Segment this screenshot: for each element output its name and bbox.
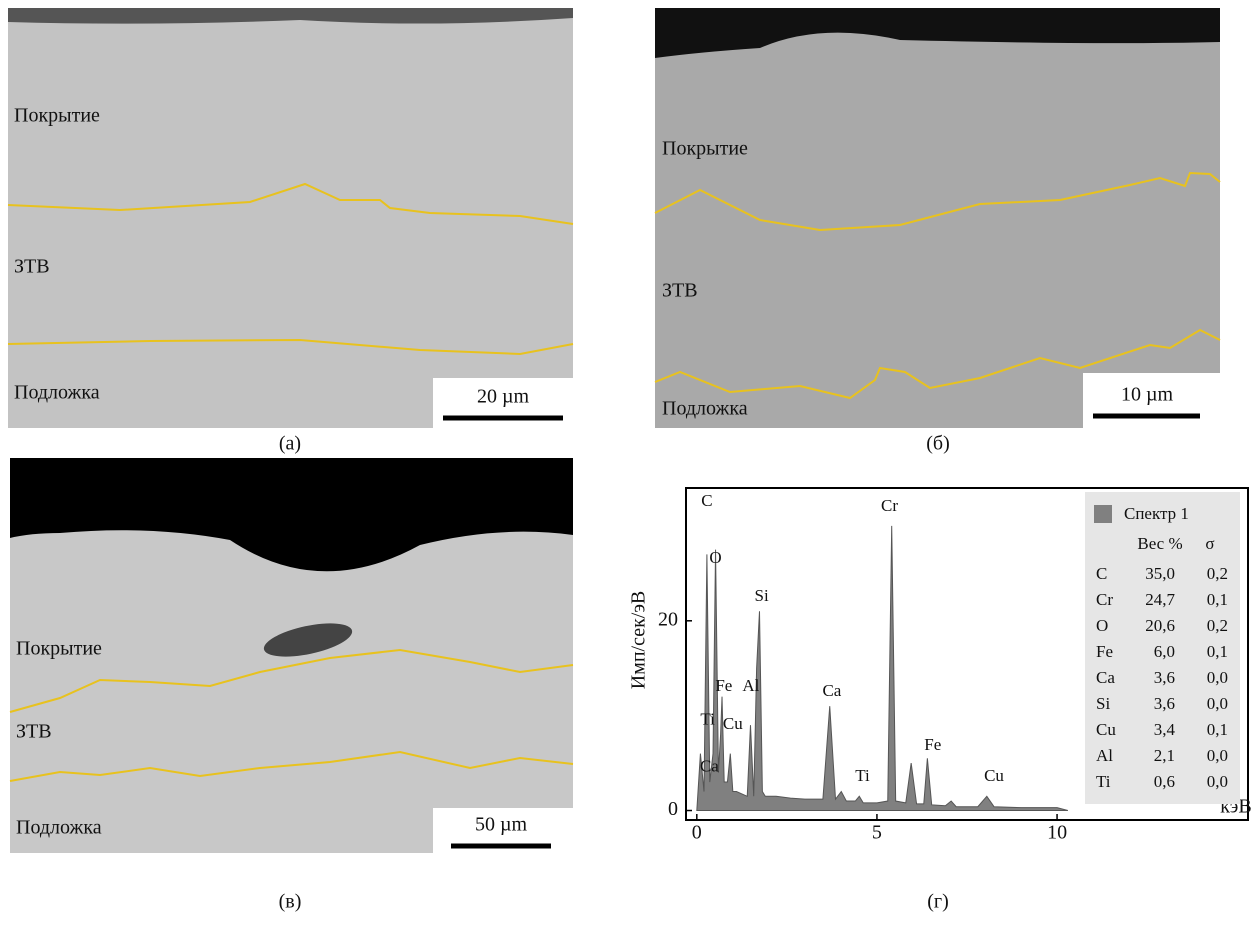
table-cell: 0,1 <box>1207 590 1228 609</box>
figure: Покрытие ЗТВ Подложка 20 µm (а) Покрытие… <box>0 0 1256 926</box>
table-header: Вес % <box>1137 534 1182 553</box>
layer-label: ЗТВ <box>16 721 52 743</box>
table-cell: 6,0 <box>1154 642 1175 661</box>
peak-label: Fe <box>924 735 941 754</box>
peak-label: C <box>701 491 712 510</box>
legend-entry: Спектр 1 <box>1124 504 1189 523</box>
table-cell: 3,6 <box>1154 694 1175 713</box>
panel-label: (б) <box>926 433 950 455</box>
x-tick-label: 0 <box>692 822 702 844</box>
spectrum-area <box>697 526 1068 811</box>
table-cell: 0,0 <box>1207 694 1228 713</box>
table-cell: 0,6 <box>1154 772 1175 791</box>
layer-label: Подложка <box>16 817 102 839</box>
x-tick-label: 5 <box>872 822 882 844</box>
table-cell: Al <box>1096 746 1113 765</box>
y-tick-label: 20 <box>658 608 678 630</box>
peak-label: Cu <box>984 766 1004 785</box>
table-cell: Si <box>1096 694 1110 713</box>
scale-bar-label: 10 µm <box>1121 384 1174 406</box>
table-cell: Cu <box>1096 720 1116 739</box>
micrograph-c: Покрытие ЗТВ Подложка 50 µm <box>10 458 573 853</box>
peak-label: Al <box>742 676 759 695</box>
table-cell: Ca <box>1096 668 1115 687</box>
table-cell: 0,0 <box>1207 668 1228 687</box>
peak-label: Cu <box>723 714 743 733</box>
table-cell: Cr <box>1096 590 1113 609</box>
table-cell: O <box>1096 616 1108 635</box>
scale-bar-label: 20 µm <box>477 386 530 408</box>
peak-label: Ti <box>855 766 870 785</box>
layer-label: Покрытие <box>662 138 748 160</box>
x-tick-label: 10 <box>1047 822 1067 844</box>
peak-label: Ca <box>700 757 719 776</box>
layer-label: Покрытие <box>14 105 100 127</box>
table-cell: Fe <box>1096 642 1113 661</box>
table-cell: 0,0 <box>1207 746 1228 765</box>
y-axis-label: Имп/сек/эВ <box>628 591 650 690</box>
table-cell: 3,4 <box>1154 720 1176 739</box>
panel-label: (г) <box>927 891 949 913</box>
table-cell: C <box>1096 564 1107 583</box>
peak-label: Ti <box>700 709 715 728</box>
table-cell: 3,6 <box>1154 668 1175 687</box>
panel-label: (а) <box>279 433 301 455</box>
layer-label: ЗТВ <box>14 256 50 278</box>
y-tick-label: 0 <box>668 798 678 820</box>
table-cell: 0,2 <box>1207 564 1228 583</box>
peak-label: Si <box>755 586 769 605</box>
legend-swatch <box>1094 505 1112 523</box>
layer-label: Подложка <box>14 382 100 404</box>
micrograph-a: Покрытие ЗТВ Подложка 20 µm <box>8 8 573 428</box>
layer-label: Подложка <box>662 398 748 420</box>
layer-label: Покрытие <box>16 638 102 660</box>
table-cell: 0,0 <box>1207 772 1228 791</box>
table-cell: 35,0 <box>1145 564 1175 583</box>
table-cell: 0,1 <box>1207 720 1228 739</box>
layer-label: ЗТВ <box>662 280 698 302</box>
scale-bar-label: 50 µm <box>475 814 528 836</box>
panel-label: (в) <box>279 891 302 913</box>
table-cell: 20,6 <box>1145 616 1175 635</box>
table-cell: 0,2 <box>1207 616 1228 635</box>
table-header: σ <box>1205 534 1214 553</box>
table-cell: 2,1 <box>1154 746 1175 765</box>
peak-label: O <box>709 548 721 567</box>
peak-label: Fe <box>715 676 732 695</box>
table-cell: 24,7 <box>1145 590 1175 609</box>
peak-label: Cr <box>881 496 898 515</box>
table-cell: 0,1 <box>1207 642 1228 661</box>
table-cell: Ti <box>1096 772 1111 791</box>
peak-label: Ca <box>822 681 841 700</box>
micrograph-b: Покрытие ЗТВ Подложка 10 µm <box>655 8 1220 428</box>
